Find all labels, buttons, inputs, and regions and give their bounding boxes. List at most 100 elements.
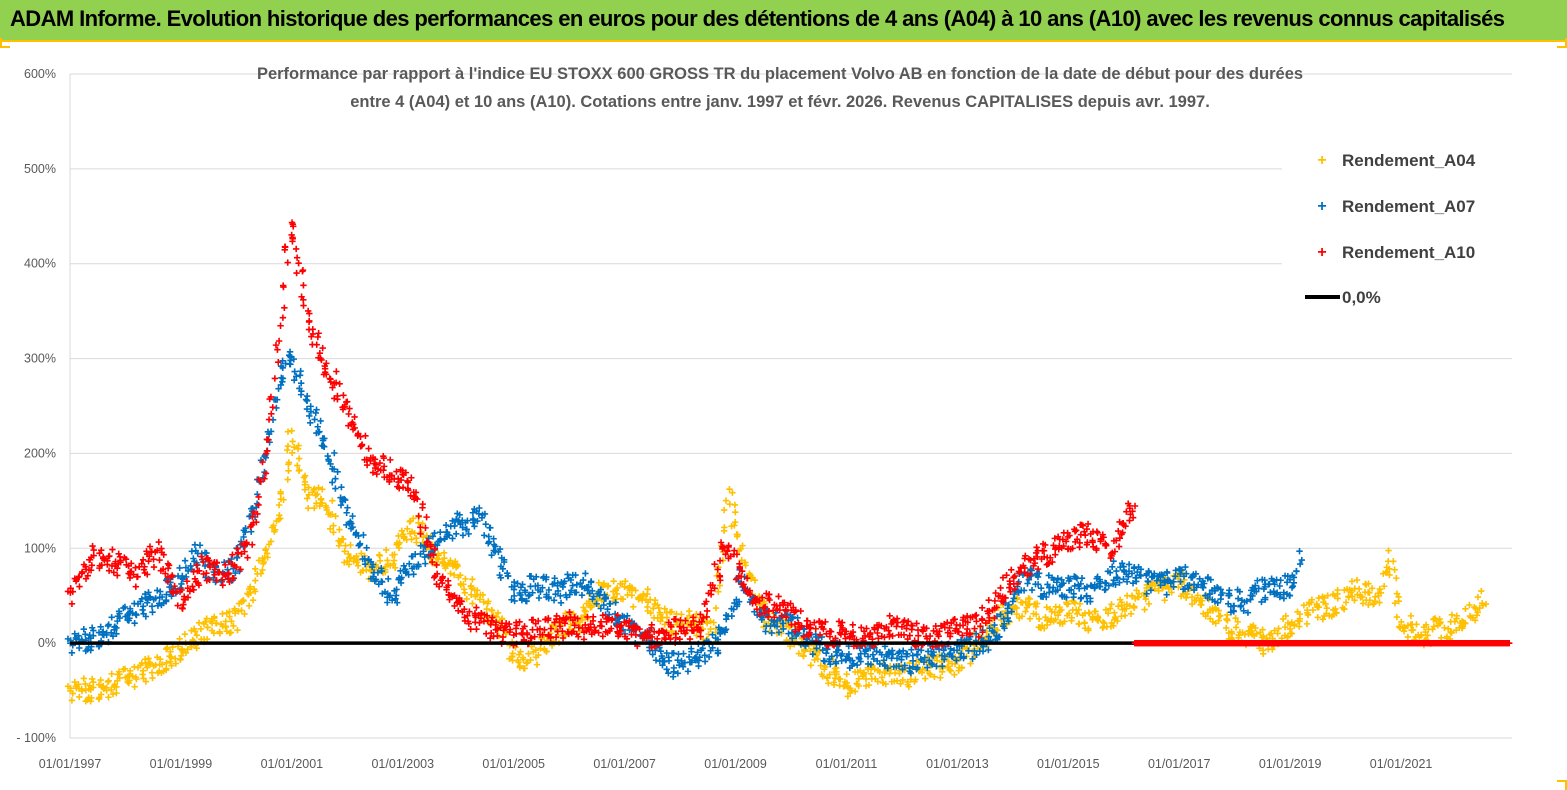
data-point bbox=[1127, 610, 1135, 617]
data-point bbox=[80, 675, 87, 682]
data-point bbox=[679, 663, 687, 670]
data-point bbox=[725, 543, 732, 551]
data-point bbox=[1213, 584, 1221, 591]
y-tick-label: 100% bbox=[24, 541, 56, 555]
data-point bbox=[374, 569, 382, 576]
data-point bbox=[1412, 633, 1419, 641]
data-point bbox=[1110, 622, 1117, 629]
data-point bbox=[606, 611, 613, 618]
data-point bbox=[1291, 622, 1298, 629]
data-point bbox=[490, 541, 498, 548]
data-point bbox=[131, 620, 138, 627]
data-point bbox=[378, 567, 385, 575]
data-point bbox=[343, 521, 350, 529]
y-tick-label: 600% bbox=[24, 67, 56, 81]
data-point bbox=[1179, 586, 1187, 593]
data-point bbox=[1391, 566, 1398, 573]
data-point bbox=[509, 650, 516, 657]
data-point bbox=[986, 624, 993, 632]
x-axis-ticks: 01/01/1997 01/01/1999 01/01/2001 01/01/2003… bbox=[39, 757, 1433, 771]
data-point bbox=[1001, 625, 1008, 632]
data-point bbox=[327, 525, 334, 533]
data-point bbox=[157, 588, 164, 595]
data-point bbox=[1223, 615, 1231, 623]
x-tick-label: 01/01/1999 bbox=[150, 757, 213, 771]
chart-title-line-1: Performance par rapport à l'indice EU ST… bbox=[257, 65, 1303, 83]
data-point bbox=[650, 605, 657, 612]
data-point bbox=[850, 660, 857, 667]
data-point bbox=[1433, 617, 1440, 624]
data-point bbox=[90, 552, 97, 559]
data-point bbox=[857, 658, 864, 665]
data-point bbox=[898, 656, 905, 663]
data-point bbox=[1348, 578, 1356, 585]
y-tick-label: 500% bbox=[24, 162, 56, 176]
data-point bbox=[528, 616, 536, 624]
data-point bbox=[1261, 583, 1269, 591]
data-point bbox=[474, 517, 481, 525]
data-point bbox=[1063, 594, 1070, 601]
data-point bbox=[1034, 581, 1042, 588]
data-point bbox=[597, 586, 605, 593]
data-point bbox=[275, 337, 283, 345]
x-tick-label: 01/01/2005 bbox=[482, 757, 545, 771]
data-point bbox=[108, 614, 115, 621]
data-point bbox=[281, 304, 288, 312]
data-point bbox=[1106, 569, 1114, 576]
data-point bbox=[313, 341, 320, 348]
data-point bbox=[734, 531, 741, 538]
data-point bbox=[401, 533, 408, 540]
data-point bbox=[1006, 584, 1013, 591]
data-point bbox=[838, 650, 846, 658]
data-point bbox=[1262, 594, 1269, 601]
data-point bbox=[693, 632, 700, 639]
data-point bbox=[985, 646, 992, 654]
data-point bbox=[1289, 572, 1296, 579]
data-point bbox=[1099, 624, 1106, 632]
data-point bbox=[511, 582, 518, 590]
data-point bbox=[1275, 625, 1282, 632]
data-point bbox=[1078, 575, 1086, 582]
data-point bbox=[1308, 596, 1316, 603]
data-point bbox=[275, 501, 283, 509]
data-point bbox=[1108, 563, 1116, 571]
data-point bbox=[268, 410, 275, 417]
data-point bbox=[941, 656, 948, 663]
data-point bbox=[425, 535, 432, 542]
data-point bbox=[299, 266, 307, 274]
data-point bbox=[1371, 598, 1379, 605]
data-point bbox=[724, 613, 732, 620]
data-point bbox=[578, 591, 586, 599]
data-point bbox=[305, 491, 313, 499]
data-point bbox=[663, 666, 670, 673]
data-point bbox=[688, 648, 695, 655]
data-point bbox=[825, 680, 832, 687]
data-point bbox=[530, 575, 537, 583]
data-point bbox=[485, 598, 492, 605]
data-point bbox=[1467, 614, 1475, 621]
data-point bbox=[249, 541, 256, 548]
data-point bbox=[1123, 578, 1131, 585]
data-point bbox=[674, 670, 682, 677]
data-point bbox=[678, 611, 685, 618]
data-point bbox=[252, 577, 259, 584]
data-point bbox=[1207, 576, 1214, 583]
data-point bbox=[355, 532, 362, 540]
data-point bbox=[1068, 614, 1075, 621]
data-point bbox=[845, 650, 853, 658]
data-point bbox=[813, 652, 820, 659]
data-point bbox=[1114, 617, 1121, 625]
data-point bbox=[450, 571, 458, 579]
data-point bbox=[853, 661, 861, 669]
data-point bbox=[490, 547, 497, 554]
data-point bbox=[415, 563, 422, 570]
data-point bbox=[354, 562, 362, 569]
data-point bbox=[552, 590, 559, 598]
data-point bbox=[1144, 578, 1152, 585]
data-point bbox=[397, 567, 404, 575]
data-point bbox=[1112, 581, 1119, 588]
data-point bbox=[1024, 601, 1032, 609]
data-point bbox=[1188, 600, 1196, 608]
data-point bbox=[539, 584, 546, 591]
data-point bbox=[516, 662, 524, 670]
